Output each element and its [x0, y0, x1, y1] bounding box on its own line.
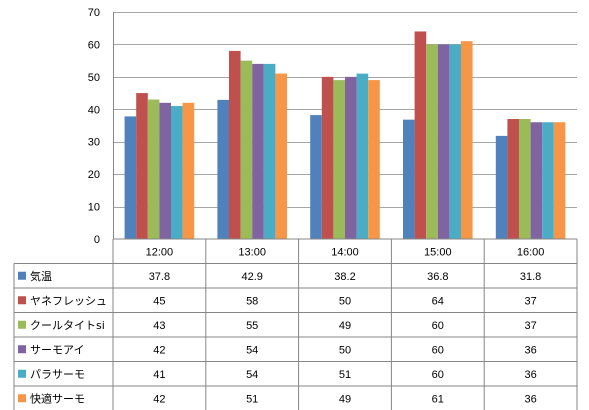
legend-label: サーモアイ	[30, 343, 84, 356]
bar	[414, 31, 427, 240]
x-tick-label: 14:00	[331, 246, 359, 258]
bar	[449, 44, 461, 239]
data-label: 36	[524, 393, 536, 405]
bar	[356, 73, 369, 239]
data-label: 60	[432, 320, 444, 332]
bar	[275, 73, 287, 239]
x-tick-label: 13:00	[238, 246, 266, 258]
data-label: 45	[153, 295, 165, 307]
data-label: 50	[339, 344, 351, 356]
data-label: 49	[339, 393, 351, 405]
bar	[252, 63, 264, 240]
legend-label: クールタイトsi	[30, 319, 105, 332]
bar	[507, 119, 519, 239]
x-tick-label: 15:00	[424, 246, 452, 258]
bar	[333, 80, 345, 239]
bar	[495, 135, 508, 239]
legend-label: 気温	[30, 269, 52, 283]
bar	[519, 119, 531, 239]
bar	[542, 122, 554, 239]
y-tick-label: 40	[88, 104, 100, 116]
legend-label: ヤネフレッシュ	[30, 294, 107, 307]
legend-swatch	[18, 296, 26, 305]
data-label: 58	[246, 295, 258, 307]
data-label: 37	[524, 320, 536, 332]
x-tick-label: 12:00	[146, 246, 174, 258]
data-label: 36	[524, 344, 536, 356]
data-label: 61	[432, 393, 444, 405]
legend-label: パラサーモ	[30, 368, 85, 381]
bar	[159, 102, 171, 239]
bar	[310, 115, 322, 239]
data-label: 54	[246, 369, 258, 381]
bar	[368, 80, 380, 239]
data-label: 36	[524, 369, 536, 381]
bar	[263, 63, 276, 240]
data-label: 31.8	[520, 271, 541, 283]
bar	[553, 122, 566, 239]
data-label: 60	[432, 369, 444, 381]
y-tick-label: 10	[88, 202, 100, 214]
data-label: 55	[246, 320, 258, 332]
bar	[136, 93, 148, 239]
y-tick-label: 0	[94, 234, 100, 246]
data-label: 51	[246, 393, 258, 405]
data-label: 42.9	[241, 271, 262, 283]
bar	[182, 102, 195, 239]
y-tick-label: 50	[88, 72, 100, 84]
legend-swatch	[18, 369, 26, 378]
bar	[217, 99, 229, 239]
data-label: 41	[153, 369, 165, 381]
data-label: 50	[339, 295, 351, 307]
legend-swatch	[18, 320, 26, 329]
bar	[437, 44, 450, 239]
data-label: 42	[153, 344, 165, 356]
bar	[461, 41, 473, 239]
data-label: 60	[432, 344, 444, 356]
x-tick-label: 16:00	[517, 246, 545, 258]
legend-swatch	[18, 394, 26, 403]
data-label: 42	[153, 393, 165, 405]
bar	[229, 50, 241, 239]
bar	[403, 119, 415, 239]
data-label: 43	[153, 320, 165, 332]
bar	[321, 76, 334, 239]
data-label: 64	[432, 295, 444, 307]
legend-swatch	[18, 345, 26, 354]
y-tick-label: 70	[88, 7, 100, 19]
legend-swatch	[18, 271, 26, 280]
bar	[171, 106, 183, 240]
y-tick-label: 60	[88, 39, 100, 51]
bar	[240, 60, 253, 240]
data-label: 37	[524, 295, 536, 307]
data-label: 54	[246, 344, 258, 356]
bar	[426, 44, 438, 239]
y-tick-label: 20	[88, 169, 100, 181]
data-label: 38.2	[334, 271, 355, 283]
bar	[124, 116, 137, 239]
data-label: 49	[339, 320, 351, 332]
legend-label: 快適サーモ	[30, 391, 85, 405]
bar	[345, 76, 357, 239]
data-label: 51	[339, 369, 351, 381]
bar	[530, 122, 543, 239]
data-label: 36.8	[427, 271, 448, 283]
bar	[147, 99, 160, 239]
data-label: 37.8	[149, 271, 170, 283]
y-tick-label: 30	[88, 137, 100, 149]
